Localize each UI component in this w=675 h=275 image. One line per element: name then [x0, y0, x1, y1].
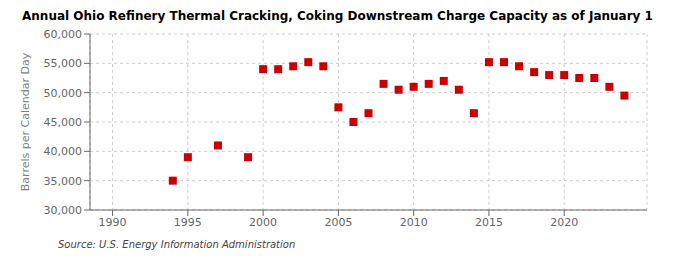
svg-text:2010: 2010 — [400, 216, 428, 229]
svg-text:2020: 2020 — [550, 216, 578, 229]
svg-text:30,000: 30,000 — [44, 204, 83, 217]
svg-text:60,000: 60,000 — [44, 28, 83, 41]
svg-text:1990: 1990 — [99, 216, 127, 229]
svg-text:1995: 1995 — [174, 216, 202, 229]
svg-text:55,000: 55,000 — [44, 57, 83, 70]
svg-text:50,000: 50,000 — [44, 87, 83, 100]
svg-text:Barrels per Calendar Day: Barrels per Calendar Day — [19, 52, 32, 191]
svg-text:45,000: 45,000 — [44, 116, 83, 129]
svg-text:2005: 2005 — [324, 216, 352, 229]
svg-text:2000: 2000 — [249, 216, 277, 229]
html-text:Annual Ohio Refinery Thermal C: Annual Ohio Refinery Thermal Cracking, C… — [22, 9, 653, 23]
svg-text:2015: 2015 — [475, 216, 503, 229]
svg-text:40,000: 40,000 — [44, 145, 83, 158]
html-text:Source: U.S. Energy Informatio: Source: U.S. Energy Information Administ… — [58, 239, 296, 250]
svg-text:35,000: 35,000 — [44, 175, 83, 188]
